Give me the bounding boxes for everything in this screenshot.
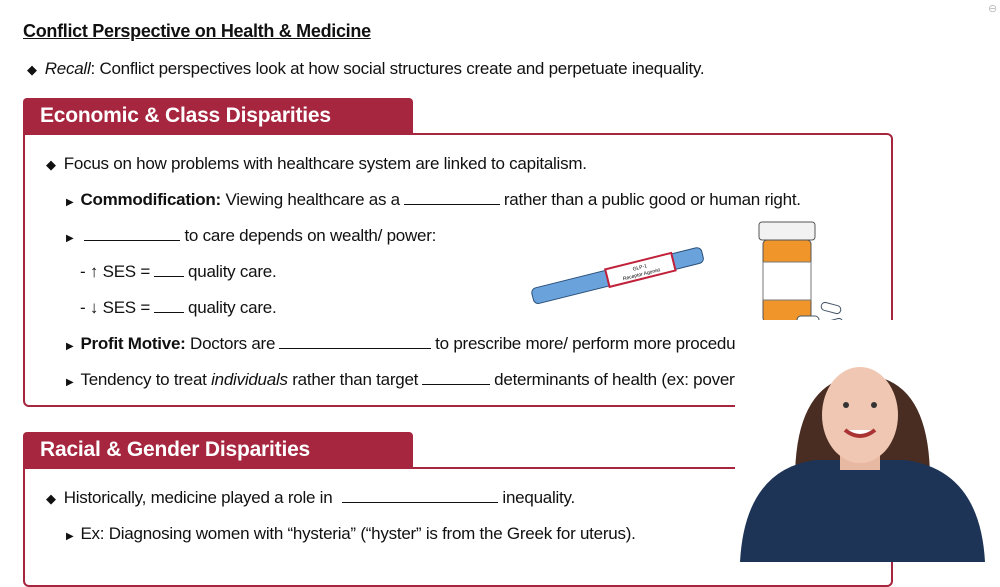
bullet-access: ▶ to care depends on wealth/ power: (66, 226, 436, 246)
section-header-racial: Racial & Gender Disparities (23, 432, 413, 467)
profit-label: Profit Motive: (80, 334, 186, 353)
bullet-hysteria: ▶ Ex: Diagnosing women with “hysteria” (“… (66, 524, 636, 544)
diamond-bullet-icon: ◆ (46, 491, 56, 506)
fill-blank (154, 299, 185, 313)
recall-line: ◆ Recall: Conflict perspectives look at h… (27, 59, 705, 79)
focus-text: Focus on how problems with healthcare sy… (63, 154, 587, 173)
triangle-bullet-icon: ▶ (66, 531, 74, 542)
hist-text-2: inequality. (502, 488, 575, 507)
triangle-bullet-icon: ▶ (66, 233, 74, 244)
minimize-icon[interactable]: ⊖ (988, 3, 998, 15)
ses-up-label: - ↑ SES = (80, 262, 151, 281)
triangle-bullet-icon: ▶ (66, 377, 74, 388)
tend-text: Tendency to treat (80, 370, 207, 389)
commod-text: Viewing healthcare as a (225, 190, 400, 209)
ses-tail: quality care. (188, 262, 277, 281)
profit-text: Doctors are (190, 334, 276, 353)
tend-italic: individuals (211, 370, 288, 389)
section-box-economic (23, 133, 893, 407)
hysteria-text: Ex: Diagnosing women with “hysteria” (“h… (80, 524, 636, 543)
ses-up-line: - ↑ SES = quality care. (80, 262, 277, 282)
ses-down-line: - ↓ SES = quality care. (80, 298, 277, 318)
recall-text: : Conflict perspectives look at how soci… (90, 59, 705, 78)
triangle-bullet-icon: ▶ (66, 341, 74, 352)
diamond-bullet-icon: ◆ (27, 62, 37, 77)
access-text: to care depends on wealth/ power: (184, 226, 437, 245)
presenter-video (735, 320, 1000, 562)
commod-label: Commodification: (80, 190, 221, 209)
page-title: Conflict Perspective on Health & Medicin… (23, 21, 371, 41)
triangle-bullet-icon: ▶ (66, 197, 74, 208)
insulin-pen-icon: GLP-1 Receptor Agonist (531, 247, 704, 304)
fill-blank (279, 335, 432, 349)
fill-blank (84, 227, 181, 241)
pen-label-1: GLP-1 (632, 263, 648, 272)
hist-text: Historically, medicine played a role in (63, 488, 333, 507)
bullet-tendency: ▶ Tendency to treat individuals rather th… (66, 370, 757, 390)
fill-blank (422, 371, 491, 385)
ses-down-label: - ↓ SES = (80, 298, 151, 317)
tend-text-2: rather than target (292, 370, 419, 389)
pill-bottle-icon (758, 221, 844, 331)
recall-label: Recall (44, 59, 91, 78)
profit-text-2: to prescribe more/ perform more procedur… (435, 334, 763, 353)
fill-blank (342, 489, 499, 503)
ses-tail: quality care. (188, 298, 277, 317)
diamond-bullet-icon: ◆ (46, 157, 56, 172)
bullet-commodification: ▶ Commodification: Viewing healthcare as … (66, 190, 801, 210)
tend-text-3: determinants of health (ex: poverty). (494, 370, 758, 389)
bullet-focus: ◆ Focus on how problems with healthcare s… (46, 154, 587, 174)
bullet-profit: ▶ Profit Motive: Doctors are to prescribe … (66, 334, 763, 354)
fill-blank (403, 191, 500, 205)
section-header-economic: Economic & Class Disparities (23, 98, 413, 133)
bullet-historically: ◆ Historically, medicine played a role in… (46, 488, 575, 508)
fill-blank (154, 263, 185, 277)
commod-text-2: rather than a public good or human right… (503, 190, 801, 209)
